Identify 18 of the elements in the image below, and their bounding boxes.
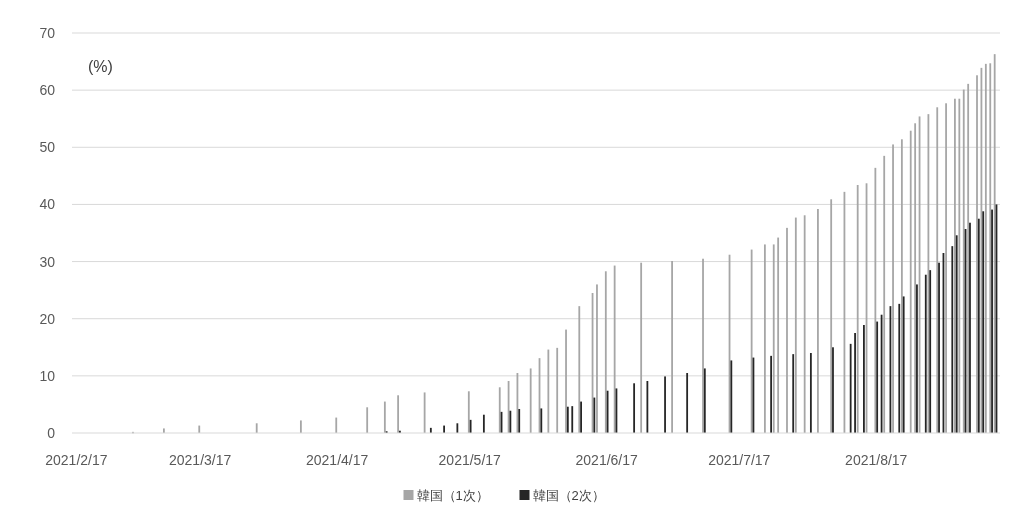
y-tick-label: 20 [39, 310, 56, 327]
x-tick-label: 2021/5/17 [438, 452, 502, 468]
legend-label: 韓国（2次） [532, 488, 605, 503]
x-tick-label: 2021/8/17 [845, 452, 908, 468]
y-tick-label: 60 [39, 82, 56, 99]
y-tick-label: 40 [39, 196, 56, 213]
x-tick-label: 2021/2/17 [45, 452, 108, 468]
x-tick-label: 2021/3/17 [169, 452, 232, 468]
y-tick-label: 70 [39, 25, 56, 41]
annotation: (%) [88, 58, 113, 75]
y-tick-label: 10 [39, 367, 56, 384]
y-tick-label: 30 [39, 253, 56, 270]
y-tick-label: 50 [39, 139, 56, 156]
x-tick-label: 2021/4/17 [305, 452, 369, 468]
y-tick-label: 0 [47, 425, 56, 441]
x-tick-label: 2021/6/17 [575, 452, 639, 468]
legend-label: 韓国（1次） [416, 488, 489, 503]
x-tick-label: 2021/7/17 [708, 452, 771, 468]
